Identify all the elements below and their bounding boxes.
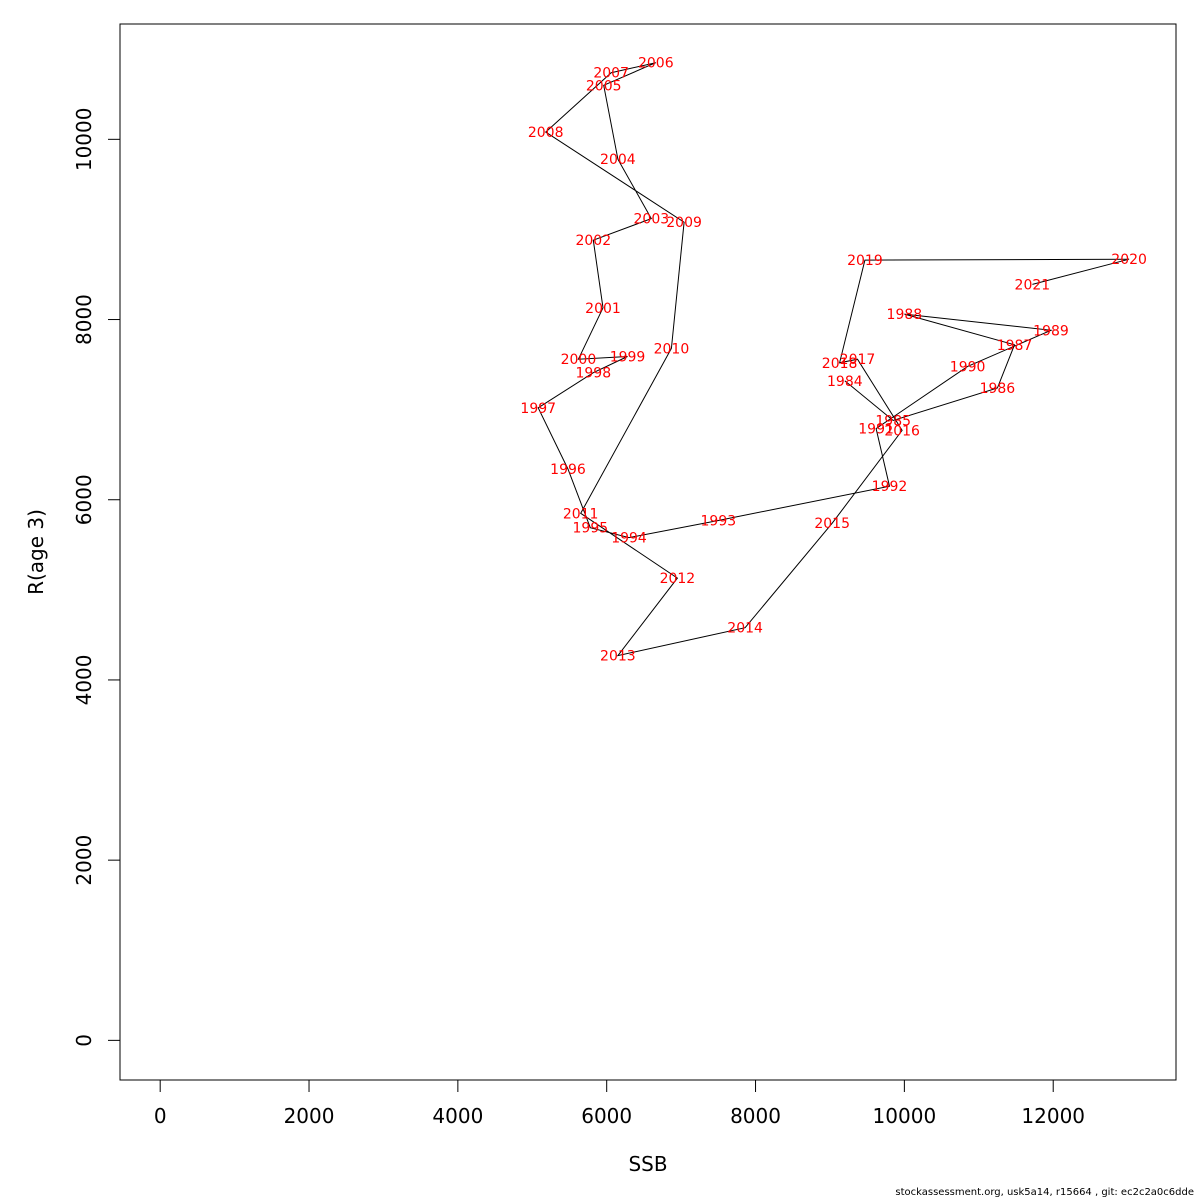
point-label-1999: 1999	[610, 349, 646, 365]
point-label-2016: 2016	[884, 423, 920, 439]
y-tick-label: 0	[72, 1034, 96, 1047]
footer-text: stockassessment.org, usk5a14, r15664 , g…	[895, 1187, 1194, 1198]
y-tick-label: 10000	[72, 108, 96, 172]
series-trajectory-line	[537, 62, 1130, 657]
point-label-2014: 2014	[727, 621, 763, 637]
y-axis: 0 2000 4000 6000 8000 10000	[72, 108, 121, 1047]
y-axis-title: R(age 3)	[24, 509, 48, 595]
x-tick-label: 8000	[730, 1104, 781, 1128]
x-tick-label: 2000	[284, 1104, 335, 1128]
point-label-2001: 2001	[585, 301, 621, 317]
point-label-2015: 2015	[814, 516, 850, 532]
plot-frame	[119, 23, 1177, 1081]
point-label-2000: 2000	[561, 352, 597, 368]
point-label-2010: 2010	[654, 341, 690, 357]
x-tick-label: 6000	[581, 1104, 632, 1128]
point-label-2002: 2002	[575, 233, 611, 249]
point-label-2011: 2011	[563, 506, 599, 522]
point-label-2003: 2003	[634, 212, 670, 228]
x-tick-label: 4000	[432, 1104, 483, 1128]
point-label-2019: 2019	[847, 253, 883, 269]
point-label-2021: 2021	[1015, 277, 1051, 293]
point-label-2009: 2009	[666, 215, 702, 231]
point-label-2018: 2018	[822, 356, 858, 372]
point-label-1991: 1991	[858, 422, 894, 438]
x-tick-label: 10000	[873, 1104, 937, 1128]
point-label-1986: 1986	[980, 381, 1016, 397]
point-label-1988: 1988	[887, 307, 923, 323]
point-label-2006: 2006	[638, 56, 674, 72]
y-tick-label: 2000	[72, 835, 96, 886]
point-label-1998: 1998	[575, 366, 611, 382]
point-label-2007: 2007	[593, 66, 629, 82]
point-label-2013: 2013	[600, 649, 636, 665]
point-label-1997: 1997	[520, 401, 556, 417]
point-label-1993: 1993	[701, 513, 737, 529]
point-label-2008: 2008	[528, 125, 564, 141]
x-axis: 0 2000 4000 6000 8000 10000 12000	[154, 1079, 1085, 1128]
point-label-2017: 2017	[840, 352, 876, 368]
point-label-1990: 1990	[950, 359, 986, 375]
point-label-1996: 1996	[550, 462, 586, 478]
x-axis-title: SSB	[628, 1152, 667, 1176]
point-label-1985: 1985	[875, 413, 911, 429]
y-tick-label: 4000	[72, 654, 96, 705]
point-label-1992: 1992	[872, 479, 908, 495]
point-label-2020: 2020	[1111, 252, 1147, 268]
point-label-1994: 1994	[611, 531, 647, 547]
y-tick-label: 6000	[72, 474, 96, 525]
point-label-1987: 1987	[997, 338, 1033, 354]
point-label-2005: 2005	[586, 78, 622, 94]
x-tick-label: 12000	[1021, 1104, 1085, 1128]
point-label-2004: 2004	[600, 152, 636, 168]
y-tick-label: 8000	[72, 294, 96, 345]
point-label-1989: 1989	[1033, 323, 1069, 339]
year-labels: 1984 1985 1986 1987 1988 1989 1990 1991 1992 1993…	[520, 56, 1147, 665]
x-tick-label: 0	[154, 1104, 167, 1128]
point-label-2012: 2012	[660, 571, 696, 587]
point-label-1995: 1995	[573, 521, 609, 537]
point-label-1984: 1984	[827, 374, 863, 390]
